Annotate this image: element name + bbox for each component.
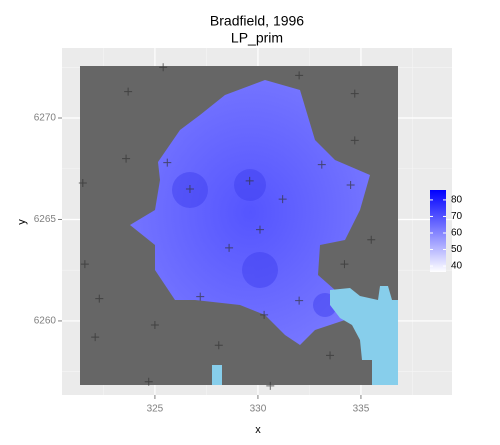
point bbox=[350, 89, 359, 98]
point bbox=[367, 235, 376, 244]
point bbox=[266, 381, 275, 390]
chart-subtitle: LP_prim bbox=[231, 30, 283, 46]
point bbox=[278, 195, 287, 204]
colorbar-label: 50 bbox=[451, 244, 463, 255]
y-axis-title: y bbox=[16, 219, 28, 225]
x-tick-label: 325 bbox=[147, 404, 164, 415]
chart-title: Bradfield, 1996 bbox=[210, 13, 304, 29]
colorbar-label: 80 bbox=[451, 195, 463, 206]
point bbox=[95, 294, 104, 303]
colorbar bbox=[430, 190, 446, 272]
colorbar-label: 70 bbox=[451, 211, 463, 222]
x-tick-label: 330 bbox=[250, 404, 267, 415]
point bbox=[346, 180, 355, 189]
point bbox=[196, 292, 205, 301]
point bbox=[185, 185, 194, 194]
y-tick-label: 6260 bbox=[34, 316, 57, 327]
water bbox=[212, 286, 398, 385]
point bbox=[260, 310, 269, 319]
colorbar-label: 60 bbox=[451, 228, 463, 239]
point bbox=[122, 154, 131, 163]
point bbox=[150, 320, 159, 329]
point bbox=[350, 136, 359, 145]
point bbox=[91, 333, 100, 342]
point bbox=[295, 71, 304, 80]
point bbox=[159, 63, 168, 72]
point bbox=[163, 158, 172, 167]
point bbox=[295, 296, 304, 305]
point bbox=[245, 176, 254, 185]
point bbox=[124, 87, 133, 96]
point bbox=[225, 243, 234, 252]
colorbar-label: 40 bbox=[451, 261, 463, 272]
point bbox=[214, 341, 223, 350]
point bbox=[326, 351, 335, 360]
point bbox=[78, 178, 87, 187]
point bbox=[255, 225, 264, 234]
y-tick-label: 6270 bbox=[34, 113, 57, 124]
point bbox=[317, 160, 326, 169]
y-tick-label: 6265 bbox=[34, 214, 57, 225]
x-axis-title: x bbox=[255, 424, 261, 436]
x-tick-label: 335 bbox=[353, 404, 370, 415]
point bbox=[80, 260, 89, 269]
point bbox=[144, 377, 153, 386]
point bbox=[340, 260, 349, 269]
raster-surface bbox=[130, 80, 370, 345]
